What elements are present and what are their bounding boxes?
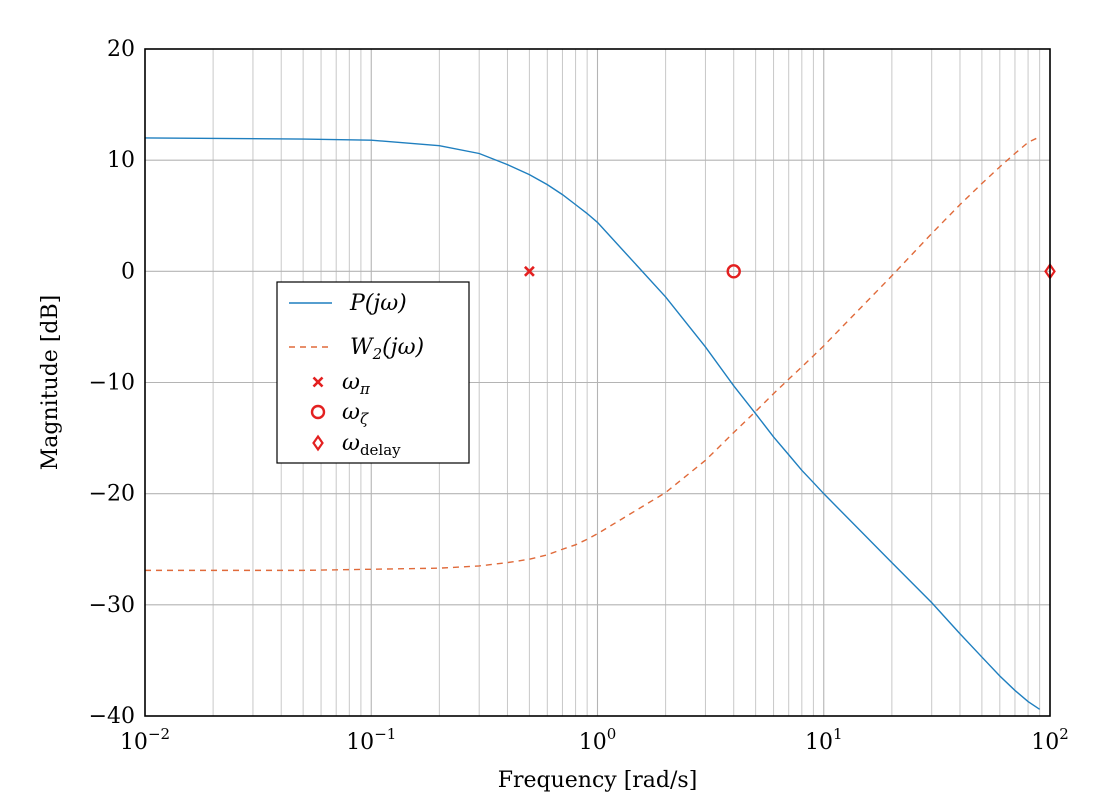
legend-label: ωπ: [342, 370, 371, 398]
y-tick-label: 20: [107, 37, 135, 62]
x-tick-label: 100: [579, 725, 617, 755]
legend-box: [276, 281, 470, 464]
y-tick-label: −10: [89, 371, 135, 396]
legend-item: ωπ: [312, 370, 371, 398]
x-axis-label: Frequency [rad/s]: [498, 768, 698, 793]
marker-circle: [726, 264, 741, 279]
plot-frame: [144, 48, 1051, 717]
legend-swatch-diamond: [312, 434, 324, 452]
series-line-1: [144, 137, 1041, 710]
legend-item: P(jω): [289, 291, 407, 316]
legend-item: ωζ: [310, 400, 369, 428]
legend-label: P(jω): [349, 291, 407, 316]
x-tick-label: 101: [805, 725, 843, 755]
x-tick-label: 10−1: [346, 725, 396, 755]
legend-item: ωdelay: [312, 431, 401, 459]
markers-layer: [523, 262, 1056, 280]
x-tick-label: 102: [1031, 725, 1069, 755]
legend-item: W2(jω): [289, 335, 424, 363]
legend-swatch-circle: [310, 404, 326, 420]
series-line-2: [145, 136, 1040, 572]
y-tick-label: −20: [89, 482, 135, 507]
y-tick-label: −30: [89, 593, 135, 618]
y-tick-label: −40: [89, 704, 135, 729]
y-axis-label: Magnitude [dB]: [38, 295, 63, 470]
legend-swatch-cross: [312, 376, 324, 388]
series-layer: [144, 136, 1041, 710]
legend-label: ωdelay: [342, 431, 401, 459]
y-tick-label: 10: [107, 148, 135, 173]
x-tick-label: 10−2: [120, 725, 170, 755]
marker-cross: [523, 265, 535, 277]
legend-label: ωζ: [342, 400, 369, 428]
legend-label: W2(jω): [350, 335, 424, 363]
y-tick-label: 0: [121, 259, 135, 284]
